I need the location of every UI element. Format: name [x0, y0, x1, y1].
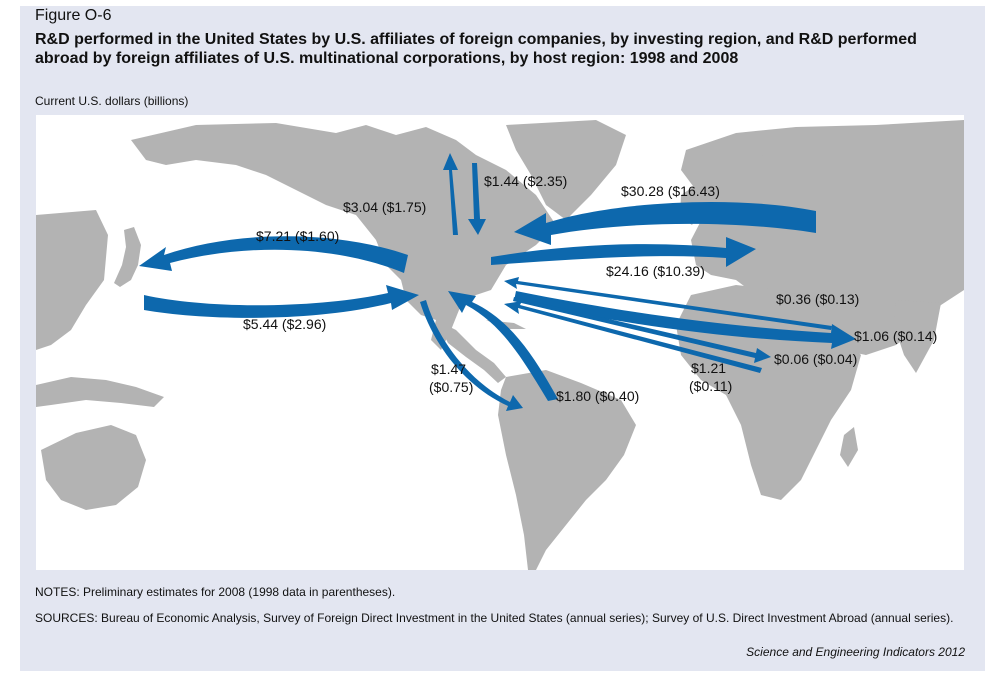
arrow-europe-us — [514, 201, 816, 245]
arrow-asia-pacific-us — [144, 285, 419, 318]
label-europe-us: $30.28 ($16.43) — [621, 183, 720, 199]
central-america — [436, 320, 506, 383]
sources-text: SOURCES: Bureau of Economic Analysis, Su… — [35, 611, 954, 625]
arrow-us-europe — [491, 237, 756, 267]
credit-text: Science and Engineering Indicators 2012 — [746, 645, 965, 659]
south-america — [498, 370, 636, 570]
arrow-us-africa — [513, 297, 771, 363]
label-us-asia-pacific: $7.21 ($1.60) — [256, 228, 339, 244]
label-africa-us-line2: ($0.11) — [689, 378, 732, 394]
figure-title: R&D performed in the United States by U.… — [35, 31, 917, 67]
arrow-africa-us — [504, 301, 762, 373]
arrow-us-middle-east — [514, 291, 856, 349]
east-asia — [36, 210, 108, 350]
flow-map: $3.04 ($1.75) $1.44 ($2.35) $7.21 ($1.60… — [36, 115, 964, 570]
greenland — [506, 120, 626, 220]
label-us-africa: $0.06 ($0.04) — [774, 351, 857, 367]
label-us-europe: $24.16 ($10.39) — [606, 263, 705, 279]
arrow-canada-us — [468, 163, 486, 235]
india — [894, 300, 941, 373]
label-us-middle-east: $1.06 ($0.14) — [854, 328, 937, 344]
label-us-latin-america-line2: ($0.75) — [429, 379, 473, 395]
madagascar — [840, 427, 858, 467]
flow-labels: $3.04 ($1.75) $1.44 ($2.35) $7.21 ($1.60… — [243, 173, 937, 404]
label-latin-america-us: $1.80 ($0.40) — [556, 388, 639, 404]
arabia — [816, 295, 878, 355]
label-us-canada: $3.04 ($1.75) — [343, 199, 426, 215]
arrow-us-canada — [443, 153, 458, 235]
label-middle-east-us: $0.36 ($0.13) — [776, 291, 859, 307]
notes-text: NOTES: Preliminary estimates for 2008 (1… — [35, 585, 396, 599]
arrow-us-asia-pacific — [139, 236, 408, 273]
australia — [41, 425, 146, 510]
flow-arrows — [139, 153, 856, 411]
arrow-latin-america-us — [448, 291, 558, 401]
southeast-asia — [36, 377, 164, 407]
label-africa-us-line1: $1.21 — [691, 360, 726, 376]
label-us-latin-america-line1: $1.47 — [431, 361, 466, 377]
label-canada-us: $1.44 ($2.35) — [484, 173, 567, 189]
scandinavia — [746, 137, 816, 210]
arrow-us-latin-america — [420, 300, 523, 411]
units-label: Current U.S. dollars (billions) — [35, 94, 189, 108]
arrow-middle-east-us — [504, 277, 832, 330]
label-asia-pacific-us: $5.44 ($2.96) — [243, 316, 326, 332]
figure-label: Figure O-6 — [35, 7, 112, 24]
japan — [114, 227, 141, 287]
